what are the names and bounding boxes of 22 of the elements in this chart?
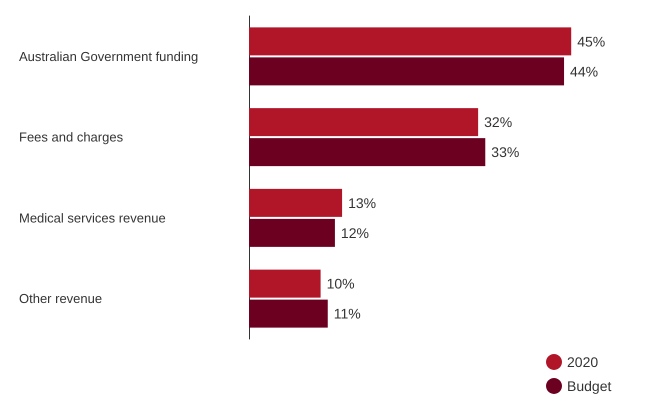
y-tick-label: Medical services revenue bbox=[19, 210, 166, 226]
bar bbox=[249, 57, 564, 86]
bar bbox=[249, 108, 478, 136]
bar bbox=[249, 270, 321, 298]
data-label: 13% bbox=[348, 194, 376, 211]
y-tick-label: Other revenue bbox=[19, 291, 102, 306]
data-label: 12% bbox=[340, 224, 369, 241]
data-label: 44% bbox=[570, 63, 598, 80]
bar bbox=[249, 27, 572, 56]
data-label: 45% bbox=[577, 33, 606, 50]
legend-label: 2020 bbox=[567, 354, 598, 370]
data-label: 33% bbox=[491, 144, 520, 160]
data-label: 11% bbox=[334, 306, 361, 322]
y-tick-label: Fees and charges bbox=[19, 130, 124, 145]
legend-label: Budget bbox=[567, 378, 612, 394]
bar bbox=[249, 300, 328, 328]
data-label: 10% bbox=[326, 276, 355, 292]
bar bbox=[249, 218, 335, 247]
data-label: 32% bbox=[484, 114, 512, 130]
bar bbox=[249, 138, 486, 166]
y-tick-label: Australian Government funding bbox=[19, 48, 198, 64]
bar bbox=[249, 188, 342, 217]
